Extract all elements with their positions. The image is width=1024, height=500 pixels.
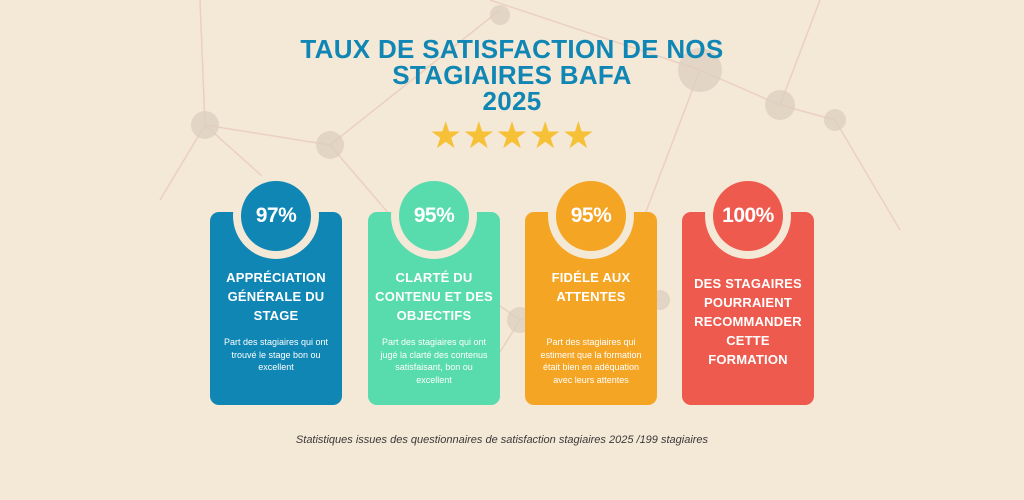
percent-value: 95%: [556, 181, 626, 251]
card-heading: FIDÉLE AUX ATTENTES: [551, 270, 631, 304]
percent-value: 95%: [399, 181, 469, 251]
card-heading: CLARTÉ DU CONTENU ET DES OBJECTIFS: [375, 270, 493, 323]
rating-stars: ★★★★★: [429, 115, 595, 156]
card-description: Part des stagiaires qui ont jugé la clar…: [380, 337, 488, 385]
page-title: TAUX DE SATISFACTION DE NOS STAGIAIRES B…: [212, 36, 812, 114]
card-description: Part des stagiaires qui estiment que la …: [540, 337, 642, 385]
percent-value: 97%: [241, 181, 311, 251]
title-line-2: STAGIAIRES BAFA: [392, 60, 632, 90]
title-line-3: 2025: [482, 86, 542, 116]
badge-appreciation: 97%: [233, 173, 319, 259]
badge-attentes: 95%: [548, 173, 634, 259]
footnote: Statistiques issues des questionnaires d…: [295, 434, 709, 446]
title-line-1: TAUX DE SATISFACTION DE NOS: [300, 34, 724, 64]
card-appreciation: APPRÉCIATION GÉNÉRALE DU STAGE Part des …: [210, 212, 342, 405]
card-heading: APPRÉCIATION GÉNÉRALE DU STAGE: [226, 270, 326, 323]
card-description: Part des stagiaires qui ont trouvé le st…: [223, 337, 329, 372]
badge-clarte: 95%: [391, 173, 477, 259]
percent-value: 100%: [713, 181, 783, 251]
badge-recommandation: 100%: [705, 173, 791, 259]
card-heading: DES STAGAIRES POURRAIENT RECOMMANDER CET…: [694, 276, 802, 367]
